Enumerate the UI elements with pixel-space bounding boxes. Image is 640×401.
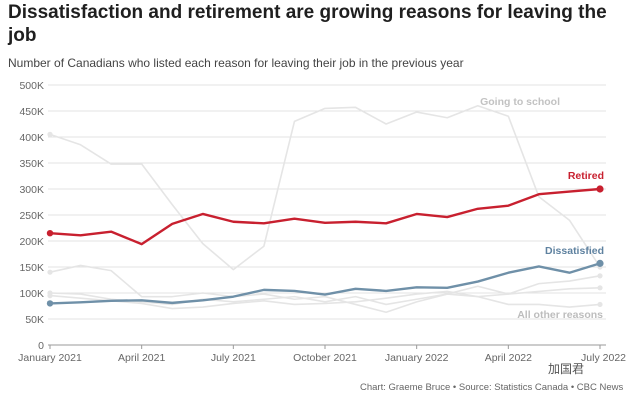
y-tick-label: 450K [19,106,44,118]
y-tick-label: 300K [19,184,44,196]
x-tick-label: January 2022 [385,352,449,364]
chart-subtitle: Number of Canadians who listed each reas… [8,56,464,70]
series-line [49,287,601,310]
y-tick-label: 500K [19,80,44,92]
x-tick-label: July 2021 [211,352,256,364]
watermark: 加国君 [548,362,585,376]
series-line [49,292,601,308]
series-start-point [47,269,53,275]
y-tick-label: 100K [19,288,44,300]
y-axis-ticks: 0 50K 100K 150K 200K 250K 300K 350K 400K 450K 500K [19,80,44,352]
series-label: Dissatisfied [545,245,604,257]
x-axis-ticks: January 2021 April 2021 July 2021 October 2… [18,345,626,364]
gridlines [48,84,606,346]
series-label: Going to school [480,96,560,108]
x-tick-label: October 2021 [293,352,357,364]
series-end-point [597,273,603,279]
series-line [49,105,601,271]
series-line [49,187,601,246]
series-labels: Going to school All other reasons Retired D… [480,96,604,321]
series-start-point [46,300,54,307]
series-end-point [596,185,604,193]
series-start-point [47,131,53,137]
y-tick-label: 50K [25,314,44,326]
series-lines [46,105,604,314]
series-label: Retired [568,170,604,182]
series-end-point [597,301,603,308]
series-start-point [47,293,53,299]
series-start-point [46,230,54,237]
x-tick-label: July 2022 [581,352,626,364]
x-tick-label: April 2021 [118,352,165,364]
x-tick-label: January 2021 [18,352,82,364]
chart-source: Chart: Graeme Bruce • Source: Statistics… [360,382,624,393]
y-tick-label: 400K [19,132,44,144]
series-label: All other reasons [517,309,603,321]
y-tick-label: 150K [19,262,44,274]
series-end-point [596,259,604,267]
chart-title: Dissatisfaction and retirement are growi… [8,2,607,46]
series-end-point [597,285,603,291]
y-tick-label: 250K [19,210,44,222]
y-tick-label: 350K [19,158,44,170]
y-tick-label: 200K [19,236,44,248]
x-tick-label: April 2022 [485,352,532,364]
series-line [49,262,601,305]
y-tick-label: 0 [38,340,44,352]
